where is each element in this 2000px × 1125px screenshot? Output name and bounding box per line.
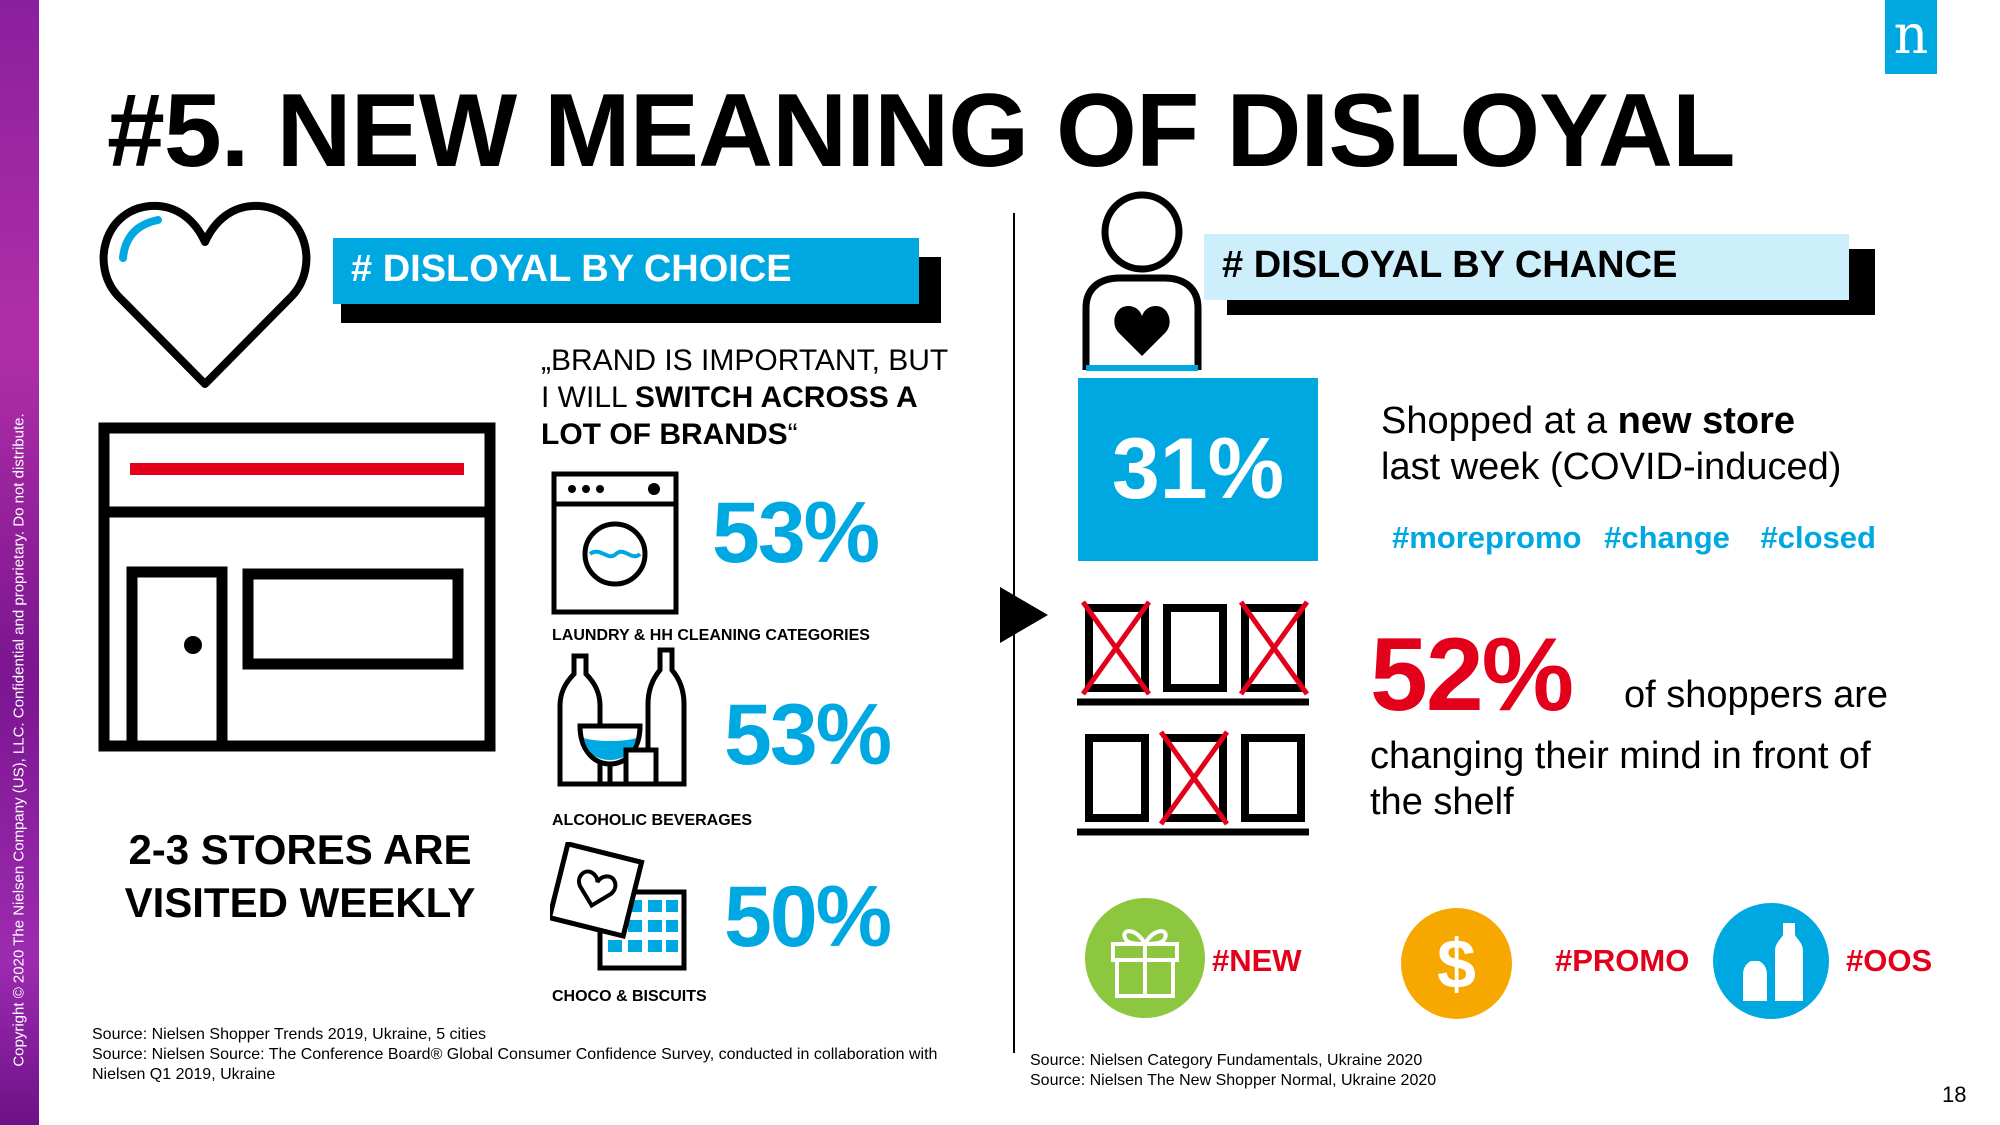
- page-title: #5. NEW MEANING OF DISLOYAL: [107, 73, 1736, 189]
- shopped-plain: Shopped at a: [1381, 400, 1618, 442]
- stores-line-2: VISITED WEEKLY: [124, 879, 476, 926]
- quote-line-2-bold: SWITCH ACROSS A: [634, 381, 918, 414]
- chocolate-icon: [550, 842, 687, 971]
- stores-line-1: 2-3 STORES ARE: [128, 826, 472, 873]
- stores-visited-text: 2-3 STORES ARE VISITED WEEKLY: [100, 823, 500, 929]
- banner-label: # DISLOYAL BY CHOICE: [351, 248, 792, 290]
- person-heart-icon: [1082, 191, 1202, 371]
- copyright-text: Copyright © 2020 The Nielsen Company (US…: [10, 413, 28, 1067]
- stat-choco-value: 50%: [724, 869, 892, 965]
- quote-line-1: „BRAND IS IMPORTANT, BUT: [541, 344, 949, 377]
- washing-machine-icon: [551, 471, 679, 615]
- hashtag-closed: #closed: [1760, 520, 1876, 555]
- quote-line-2: I WILL SWITCH ACROSS A: [541, 379, 981, 416]
- changing-mind-percent: 52%: [1370, 617, 1574, 733]
- disloyal-by-chance-banner: # DISLOYAL BY CHANCE: [1204, 234, 1849, 300]
- changing-mind-text: changing their mind in front of the shel…: [1370, 733, 1910, 825]
- stat-alcohol-label: ALCOHOLIC BEVERAGES: [552, 812, 753, 829]
- banner-label: # DISLOYAL BY CHANCE: [1222, 244, 1678, 286]
- quote-line-3: LOT OF BRANDS“: [541, 416, 981, 453]
- of-shoppers-text: of shoppers are: [1624, 674, 1889, 716]
- tag-oos: #OOS: [1846, 943, 1933, 978]
- disloyal-by-choice-banner: # DISLOYAL BY CHOICE: [333, 238, 919, 304]
- nielsen-logo: n: [1885, 0, 1937, 74]
- gift-icon: [1085, 898, 1205, 1018]
- stat-choco-label: CHOCO & BISCUITS: [552, 988, 707, 1005]
- store-icon: [98, 422, 496, 752]
- copyright-notice: Copyright © 2020 The Nielsen Company (US…: [0, 0, 39, 1125]
- tag-new: #NEW: [1212, 943, 1302, 978]
- tag-promo: #PROMO: [1555, 943, 1690, 978]
- shopped-line-1: Shopped at a new store: [1381, 398, 1901, 444]
- shopped-line-2: last week (COVID-induced): [1381, 446, 1842, 488]
- left-sources: Source: Nielsen Shopper Trends 2019, Ukr…: [92, 1025, 1002, 1085]
- quote-line-3-end: “: [787, 418, 798, 451]
- shopped-bold: new store: [1617, 400, 1796, 442]
- sidebar-strip: [0, 0, 39, 1125]
- new-store-percent: 31%: [1078, 378, 1318, 561]
- quote-line-2-plain: I WILL: [541, 381, 635, 414]
- hashtag-morepromo: #morepromo: [1392, 520, 1582, 555]
- shelf-checkboxes-icon: [1077, 600, 1310, 836]
- play-arrow-icon: [1000, 587, 1048, 643]
- page-number: 18: [1942, 1082, 1967, 1107]
- svg-text:$: $: [1437, 925, 1476, 1003]
- right-sources: Source: Nielsen Category Fundamentals, U…: [1030, 1051, 1670, 1091]
- hashtag-change: #change: [1604, 520, 1730, 555]
- shopped-new-store-text: Shopped at a new store last week (COVID-…: [1381, 398, 1901, 490]
- right-source-2: Source: Nielsen The New Shopper Normal, …: [1030, 1072, 1437, 1089]
- stat-laundry-value: 53%: [712, 485, 880, 581]
- heart-icon: [99, 201, 311, 388]
- brand-quote: „BRAND IS IMPORTANT, BUT I WILL SWITCH A…: [541, 342, 981, 453]
- stat-alcohol-value: 53%: [724, 687, 892, 783]
- hashtag-row: #morepromo #change #closed: [1392, 520, 1876, 556]
- left-source-1: Source: Nielsen Shopper Trends 2019, Ukr…: [92, 1026, 486, 1043]
- changing-line-1: changing their mind in front of: [1370, 735, 1871, 777]
- stat-laundry-label: LAUNDRY & HH CLEANING CATEGORIES: [552, 627, 870, 644]
- quote-line-3-bold: LOT OF BRANDS: [541, 418, 788, 451]
- bottles-icon: [1713, 903, 1829, 1019]
- left-source-3: Nielsen Q1 2019, Ukraine: [92, 1066, 276, 1083]
- bottles-glass-icon: [557, 647, 687, 787]
- changing-line-2: the shelf: [1370, 781, 1514, 823]
- right-source-1: Source: Nielsen Category Fundamentals, U…: [1030, 1052, 1423, 1069]
- left-source-2: Source: Nielsen Source: The Conference B…: [92, 1046, 938, 1063]
- dollar-icon: $: [1401, 908, 1512, 1019]
